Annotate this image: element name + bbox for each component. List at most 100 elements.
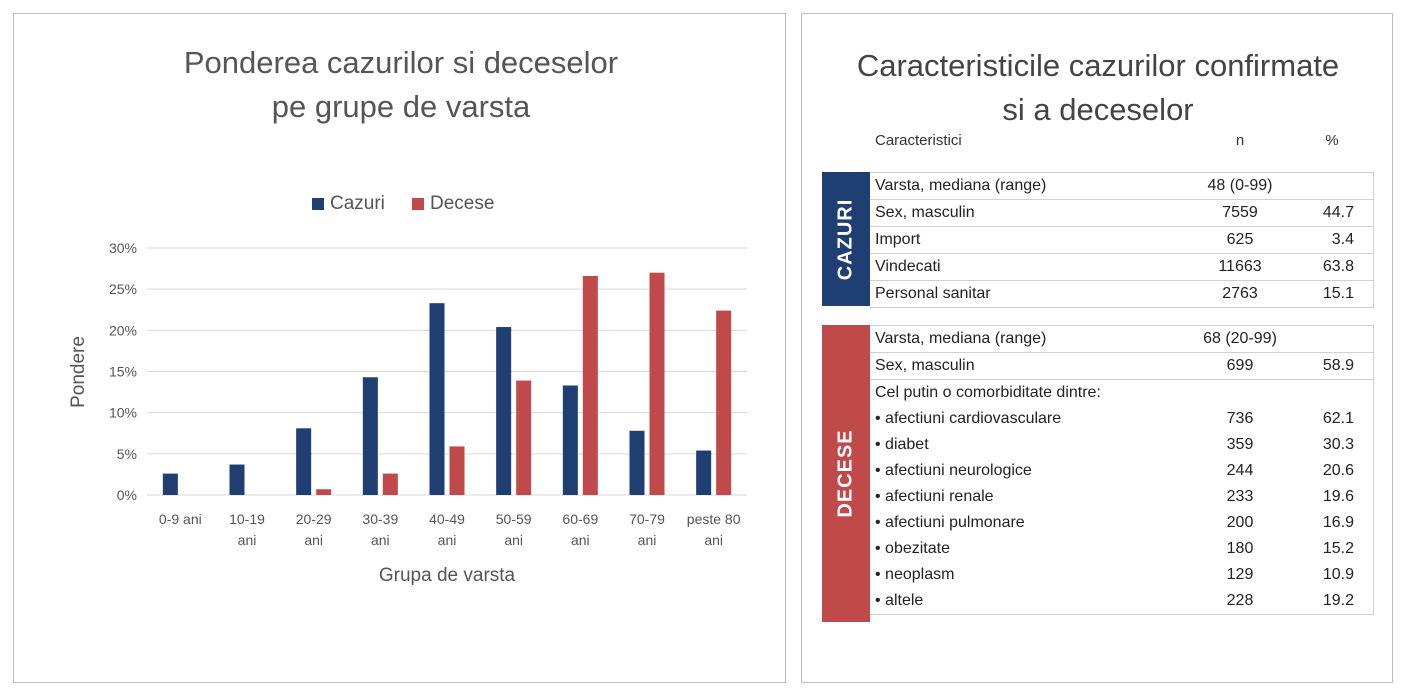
header-characteristic: Caracteristici <box>875 132 962 149</box>
row-n: 200 <box>1226 514 1254 531</box>
bar-decese-9 <box>716 310 732 495</box>
y-tick-label: 20% <box>109 322 137 338</box>
row-n: 625 <box>1226 231 1254 248</box>
table-row: • neoplasm 129 10.9 <box>870 562 1374 588</box>
row-n: 233 <box>1226 488 1254 505</box>
comorbidity-header-row: Cel putin o comorbiditate dintre: <box>870 380 1374 406</box>
bar-cazuri-5 <box>429 303 445 495</box>
bar-cazuri-8 <box>629 430 645 495</box>
x-tick-label: ani <box>704 532 723 548</box>
x-tick-label: ani <box>371 532 390 548</box>
x-tick-label: ani <box>304 532 323 548</box>
x-tick-label: 50-59 <box>496 511 532 527</box>
bar-cazuri-3 <box>296 428 312 495</box>
row-label: • afectiuni cardiovasculare <box>875 410 1062 427</box>
bar-decese-3 <box>316 489 332 495</box>
row-n: 180 <box>1226 540 1254 557</box>
row-n: 244 <box>1226 462 1254 479</box>
y-tick-label: 30% <box>109 240 137 256</box>
table-title-line-2: si a deceselor <box>1002 92 1194 127</box>
cazuri-section-label: CAZURI <box>822 172 870 306</box>
row-n: 736 <box>1226 410 1254 427</box>
row-percent: 20.6 <box>1322 462 1354 479</box>
x-tick-label: ani <box>238 532 257 548</box>
row-label: Varsta, mediana (range) <box>875 177 1047 194</box>
row-label: • afectiuni neurologice <box>875 462 1032 479</box>
row-label: • afectiuni renale <box>875 488 994 505</box>
y-tick-label: 10% <box>109 405 137 421</box>
bar-cazuri-6 <box>496 327 512 495</box>
row-label: • neoplasm <box>875 566 955 583</box>
row-label: • diabet <box>875 436 929 453</box>
x-tick-label: ani <box>504 532 523 548</box>
row-percent: 19.6 <box>1322 488 1354 505</box>
row-n: 7559 <box>1222 204 1258 221</box>
bar-cazuri-7 <box>562 385 578 495</box>
table-row: Vindecati 11663 63.8 <box>870 254 1374 281</box>
y-tick-label: 0% <box>117 487 137 503</box>
bar-decese-8 <box>649 272 665 495</box>
x-tick-label: 10-19 <box>229 511 265 527</box>
legend-label-cazuri: Cazuri <box>330 193 385 214</box>
row-label: Personal sanitar <box>875 285 991 302</box>
characteristics-table-panel: Caracteristicile cazurilor confirmate si… <box>801 13 1393 683</box>
row-percent: 10.9 <box>1322 566 1354 583</box>
y-tick-label: 15% <box>109 364 137 380</box>
y-tick-label: 5% <box>117 446 137 462</box>
x-axis-label: Grupa de varsta <box>379 565 516 586</box>
age-group-chart-panel: Ponderea cazurilor si deceselor pe grupe … <box>13 13 786 683</box>
legend-label-decese: Decese <box>430 193 494 214</box>
header-n: n <box>1235 132 1245 149</box>
table-row: Sex, masculin 699 58.9 <box>870 353 1374 380</box>
x-tick-label: 60-69 <box>562 511 598 527</box>
row-percent: 44.7 <box>1322 204 1354 221</box>
bar-cazuri-1 <box>162 473 178 495</box>
row-label: • obezitate <box>875 540 950 557</box>
row-percent: 19.2 <box>1322 592 1354 609</box>
x-tick-label: 70-79 <box>629 511 665 527</box>
age-group-bar-chart: Ponderea cazurilor si deceselor pe grupe … <box>68 45 747 586</box>
table-row: Import 625 3.4 <box>870 227 1374 254</box>
x-tick-label: 40-49 <box>429 511 465 527</box>
x-tick-label: ani <box>638 532 657 548</box>
bar-cazuri-2 <box>229 464 245 495</box>
bar-decese-6 <box>516 380 532 495</box>
table-title: Caracteristicile cazurilor confirmate si… <box>802 44 1394 132</box>
table-row: • afectiuni neurologice 244 20.6 <box>870 458 1374 484</box>
cazuri-label-text: CAZURI <box>834 198 857 280</box>
row-percent: 63.8 <box>1322 258 1354 275</box>
chart-title-line-2: pe grupe de varsta <box>272 89 531 124</box>
bar-decese-7 <box>582 275 598 495</box>
table-row: • diabet 359 30.3 <box>870 432 1374 458</box>
legend-swatch-decese <box>412 198 424 210</box>
table-row: • afectiuni cardiovasculare 736 62.1 <box>870 406 1374 432</box>
bar-cazuri-4 <box>362 377 378 495</box>
bar-cazuri-9 <box>696 450 712 495</box>
row-percent: 15.1 <box>1322 285 1354 302</box>
row-percent: 58.9 <box>1322 357 1354 374</box>
x-tick-label: ani <box>571 532 590 548</box>
decese-table: Varsta, mediana (range) 68 (20-99) Sex, ma… <box>870 325 1374 615</box>
row-label: Sex, masculin <box>875 204 975 221</box>
comorbidity-header: Cel putin o comorbiditate dintre: <box>875 384 1101 401</box>
row-n: 129 <box>1226 566 1254 583</box>
bar-decese-5 <box>449 446 465 495</box>
x-tick-label: peste 80 <box>687 511 741 527</box>
row-percent: 3.4 <box>1331 231 1354 248</box>
table-row: • afectiuni renale 233 19.6 <box>870 484 1374 510</box>
table-row: • altele 228 19.2 <box>870 588 1374 615</box>
legend-swatch-cazuri <box>312 198 324 210</box>
row-n: 699 <box>1226 357 1254 374</box>
x-tick-label: 20-29 <box>296 511 332 527</box>
row-percent: 62.1 <box>1322 410 1354 427</box>
row-n: 68 (20-99) <box>1203 330 1277 347</box>
table-row: • afectiuni pulmonare 200 16.9 <box>870 510 1374 536</box>
row-label: Vindecati <box>875 258 941 275</box>
row-n: 359 <box>1226 436 1254 453</box>
row-label: Import <box>875 231 921 248</box>
y-axis-label: Pondere <box>68 336 89 408</box>
decese-label-text: DECESE <box>834 429 857 518</box>
table-row: Personal sanitar 2763 15.1 <box>870 281 1374 308</box>
x-tick-label: ani <box>438 532 457 548</box>
row-percent: 30.3 <box>1322 436 1354 453</box>
